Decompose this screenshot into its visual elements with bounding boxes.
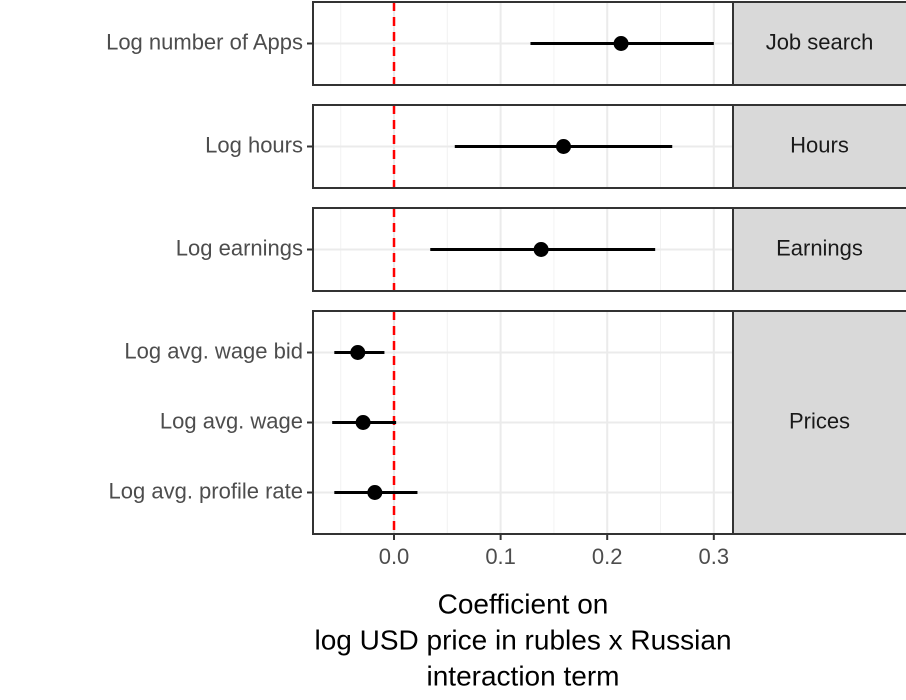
point — [613, 36, 629, 51]
y-tick-label: Log hours — [205, 132, 303, 157]
strip — [732, 104, 906, 189]
y-tick-label: Log avg. profile rate — [109, 478, 303, 503]
y-tick-label: Log avg. wage — [160, 408, 303, 433]
x-tick-label: 0.3 — [699, 544, 730, 569]
x-tick-label: 0.2 — [592, 544, 623, 569]
y-tick-label: Log number of Apps — [106, 29, 303, 54]
y-tick-label: Log earnings — [176, 235, 303, 260]
point — [533, 242, 549, 257]
x-axis-title: interaction term — [427, 660, 620, 691]
point — [367, 485, 383, 500]
strip-label: Hours — [790, 132, 849, 157]
strip-label: Prices — [789, 408, 850, 433]
x-tick-label: 0.1 — [485, 544, 516, 569]
strip — [732, 1, 906, 86]
strip — [732, 310, 906, 535]
strip — [732, 207, 906, 292]
point — [355, 415, 371, 430]
x-axis-title: log USD price in rubles x Russian — [314, 624, 731, 655]
x-axis-title: Coefficient on — [438, 588, 609, 619]
y-tick-label: Log avg. wage bid — [124, 338, 303, 363]
strip-label: Job search — [766, 29, 874, 54]
x-tick-label: 0.0 — [379, 544, 410, 569]
strip-label: Earnings — [776, 235, 863, 260]
point — [556, 139, 572, 154]
point — [350, 345, 366, 360]
